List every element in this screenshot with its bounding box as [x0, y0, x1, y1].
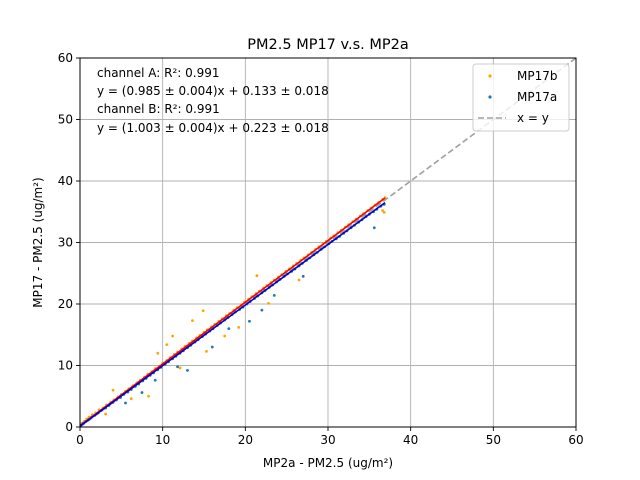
- data-point: [237, 325, 241, 329]
- x-tick-label: 0: [76, 433, 84, 447]
- data-point: [165, 343, 169, 346]
- legend-label-mp17b: MP17b: [517, 69, 557, 83]
- data-point: [381, 209, 384, 212]
- x-tick-label: 40: [403, 433, 418, 447]
- data-point: [140, 391, 144, 394]
- axis-ticks: 0 10 20 30 40 50 60 0 10 20 30 40 50 60: [58, 51, 584, 447]
- x-tick-label: 20: [238, 433, 253, 447]
- data-point: [111, 388, 115, 392]
- data-point: [171, 334, 174, 338]
- data-point: [176, 365, 179, 369]
- data-point: [297, 278, 301, 282]
- y-tick-label: 40: [58, 174, 73, 188]
- fit-line-channel-b: [79, 197, 386, 427]
- x-axis-label: MP2a - PM2.5 (ug/m²): [263, 456, 393, 470]
- x-tick-label: 10: [155, 433, 170, 447]
- y-tick-label: 0: [65, 420, 73, 434]
- annotation-fit-channel-a: y = (0.985 ± 0.004)x + 0.133 ± 0.018: [97, 84, 329, 98]
- data-point: [248, 319, 251, 323]
- data-point: [210, 345, 214, 349]
- data-point: [129, 397, 133, 401]
- data-point: [223, 334, 227, 338]
- data-point: [147, 394, 151, 398]
- y-tick-label: 50: [58, 113, 73, 127]
- data-point: [205, 349, 208, 353]
- data-point: [178, 366, 182, 370]
- data-point: [272, 293, 276, 297]
- data-point: [156, 351, 160, 355]
- annotation-r2-channel-b: channel B: R²: 0.991: [97, 102, 220, 116]
- x-tick-label: 30: [320, 433, 335, 447]
- legend-label-identity-line: x = y: [517, 111, 549, 125]
- y-tick-label: 60: [58, 51, 73, 65]
- legend-box: [472, 63, 570, 132]
- y-tick-label: 10: [58, 359, 73, 373]
- data-point: [255, 274, 259, 278]
- y-tick-label: 30: [58, 236, 73, 250]
- x-tick-label: 60: [568, 433, 583, 447]
- y-tick-label: 20: [58, 297, 73, 311]
- legend-marker-mp17b: [488, 74, 492, 78]
- data-point: [227, 327, 231, 330]
- data-point: [301, 274, 305, 278]
- data-point: [124, 401, 127, 405]
- x-tick-label: 50: [486, 433, 501, 447]
- data-point: [382, 210, 386, 214]
- data-point: [260, 308, 264, 312]
- annotations: channel A: R²: 0.991 y = (0.985 ± 0.004)…: [97, 66, 329, 135]
- data-point: [191, 319, 194, 323]
- legend-marker-mp17a: [488, 95, 492, 99]
- data-point: [153, 378, 157, 382]
- data-point: [104, 412, 108, 416]
- y-axis-label: MP17 - PM2.5 (ug/m²): [31, 177, 45, 307]
- annotation-r2-channel-a: channel A: R²: 0.991: [97, 66, 220, 80]
- fit-line-channel-a: [79, 202, 386, 427]
- legend-label-mp17a: MP17a: [517, 90, 557, 104]
- annotation-fit-channel-b: y = (1.003 ± 0.004)x + 0.223 ± 0.018: [97, 121, 329, 135]
- chart-title: PM2.5 MP17 v.s. MP2a: [247, 37, 408, 53]
- legend: MP17b MP17a x = y: [472, 63, 570, 132]
- data-point: [267, 301, 270, 305]
- data-point: [372, 226, 376, 230]
- data-point: [186, 369, 189, 372]
- fit-lines: [79, 197, 386, 427]
- data-point: [201, 309, 205, 313]
